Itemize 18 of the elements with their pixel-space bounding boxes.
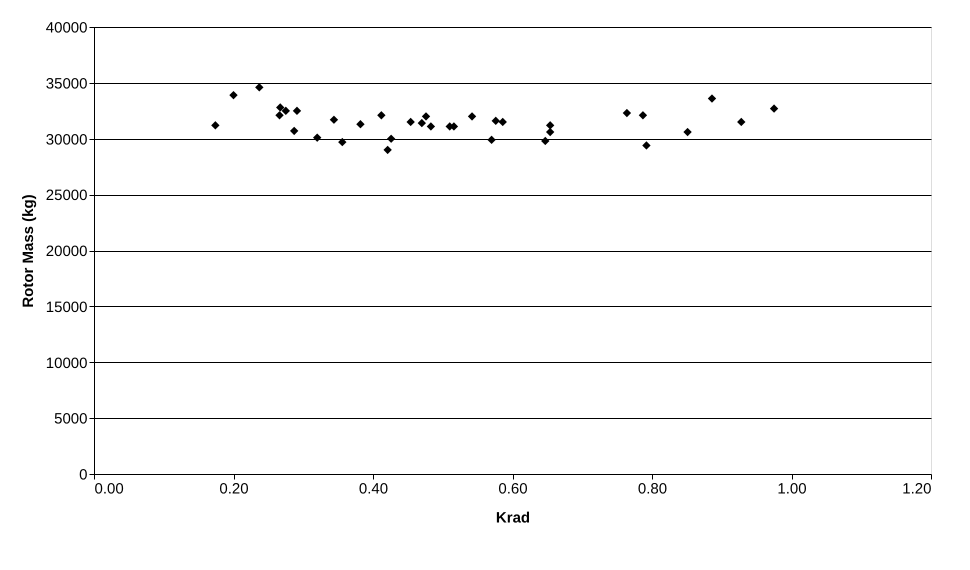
x-tick-label: 1.00 [777,480,807,498]
x-tick-label: 1.20 [902,480,932,498]
y-tick-label: 30000 [46,131,88,148]
y-tick-label: 15000 [46,298,88,316]
y-tick-label: 25000 [46,187,88,204]
y-tick-label: 20000 [46,243,88,260]
y-tick-label: 10000 [46,354,88,372]
y-tick-label: 0 [79,466,88,484]
x-tick-label: 0.00 [94,480,124,498]
y-tick-label: 35000 [46,75,88,92]
x-tick-label: 0.60 [498,480,528,498]
x-tick-label: 0.80 [638,480,668,498]
x-tick-label: 0.20 [219,480,249,498]
x-axis-title: Krad [496,510,530,526]
y-axis-title: Rotor Mass (kg) [20,194,37,308]
x-tick-label: 0.40 [358,480,388,498]
y-tick-label: 40000 [46,20,88,36]
y-tick-label: 5000 [54,410,88,428]
